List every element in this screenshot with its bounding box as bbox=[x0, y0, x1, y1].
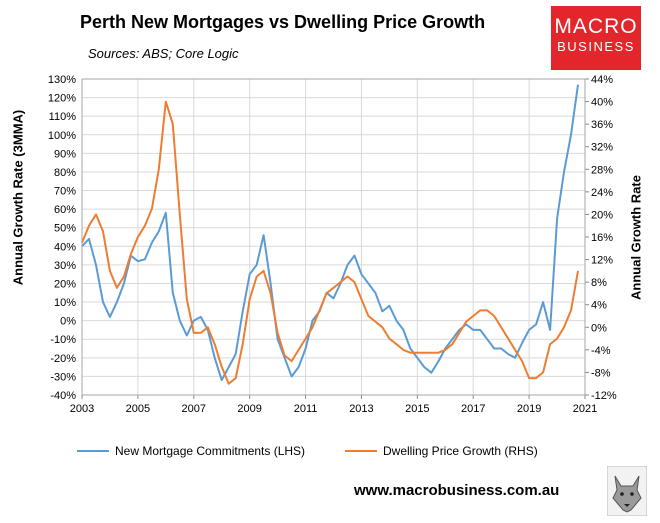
y2-tick-label: -12% bbox=[591, 390, 617, 402]
legend: New Mortgage Commitments (LHS) Dwelling P… bbox=[77, 444, 538, 458]
x-tick-label: 2009 bbox=[237, 403, 261, 415]
y-tick-label: 40% bbox=[54, 241, 76, 253]
legend-label: Dwelling Price Growth (RHS) bbox=[383, 444, 538, 458]
gridlines bbox=[81, 78, 586, 396]
y-tick-label: 10% bbox=[54, 297, 76, 309]
macrobusiness-logo: MACRO BUSINESS bbox=[551, 6, 641, 70]
y2-tick-label: 28% bbox=[591, 164, 613, 176]
right-axis-label: Annual Growth Rate bbox=[628, 175, 644, 300]
legend-label: New Mortgage Commitments (LHS) bbox=[115, 444, 305, 458]
axes: -40% -30% -20% -10% 0% 10% 20% 30% 40% 50% 60% 70% 8… bbox=[48, 74, 617, 415]
y2-tick-label: -4% bbox=[591, 345, 611, 357]
series-line-mortgage-commitments bbox=[81, 84, 579, 382]
x-tick-label: 2021 bbox=[573, 403, 597, 415]
y2-tick-label: 40% bbox=[591, 97, 613, 109]
x-tick-label: 2019 bbox=[517, 403, 541, 415]
x-tick-label: 2003 bbox=[70, 403, 94, 415]
y2-tick-label: 20% bbox=[591, 209, 613, 221]
y2-tick-label: 32% bbox=[591, 142, 613, 154]
x-tick-label: 2011 bbox=[294, 403, 318, 415]
y-tick-label: 130% bbox=[48, 74, 76, 86]
x-tick-label: 2013 bbox=[349, 403, 373, 415]
x-tick-label: 2015 bbox=[405, 403, 429, 415]
y2-tick-label: 16% bbox=[591, 232, 613, 244]
y2-tick-label: 8% bbox=[591, 277, 607, 289]
y-tick-label: 50% bbox=[54, 223, 76, 235]
series-lines bbox=[81, 84, 579, 385]
logo-line-2: BUSINESS bbox=[557, 39, 635, 54]
left-axis-label: Annual Growth Rate (3MMA) bbox=[10, 109, 26, 286]
website-url: www.macrobusiness.com.au bbox=[354, 482, 560, 499]
y-tick-label: 90% bbox=[54, 148, 76, 160]
y-tick-label: 60% bbox=[54, 204, 76, 216]
y-tick-label: 30% bbox=[54, 260, 76, 272]
y-tick-label: 80% bbox=[54, 167, 76, 179]
x-tick-label: 2007 bbox=[182, 403, 206, 415]
plot-frame bbox=[81, 78, 586, 396]
y2-tick-label: 0% bbox=[591, 322, 607, 334]
y-tick-label: -30% bbox=[50, 371, 76, 383]
series-line-dwelling-price-growth bbox=[81, 100, 579, 385]
y-tick-label: 120% bbox=[48, 93, 76, 105]
y2-tick-label: 36% bbox=[591, 119, 613, 131]
chart-title: Perth New Mortgages vs Dwelling Price Gr… bbox=[80, 12, 486, 32]
logo-line-1: MACRO bbox=[554, 15, 638, 38]
y2-tick-label: -8% bbox=[591, 367, 611, 379]
y2-tick-label: 12% bbox=[591, 255, 613, 267]
x-tick-label: 2017 bbox=[461, 403, 485, 415]
wolf-head-icon bbox=[607, 466, 647, 516]
y-tick-label: 0% bbox=[60, 316, 76, 328]
y2-tick-label: 44% bbox=[591, 74, 613, 86]
y-tick-label: 100% bbox=[48, 130, 76, 142]
y-tick-label: -20% bbox=[50, 353, 76, 365]
y-tick-label: -40% bbox=[50, 390, 76, 402]
y-tick-label: 70% bbox=[54, 186, 76, 198]
y2-tick-label: 4% bbox=[591, 300, 607, 312]
chart-subtitle: Sources: ABS; Core Logic bbox=[88, 46, 239, 61]
y-tick-label: 110% bbox=[49, 111, 77, 123]
y2-tick-label: 24% bbox=[591, 187, 613, 199]
y-tick-label: -10% bbox=[50, 334, 76, 346]
x-tick-label: 2005 bbox=[126, 403, 150, 415]
y-tick-label: 20% bbox=[54, 278, 76, 290]
